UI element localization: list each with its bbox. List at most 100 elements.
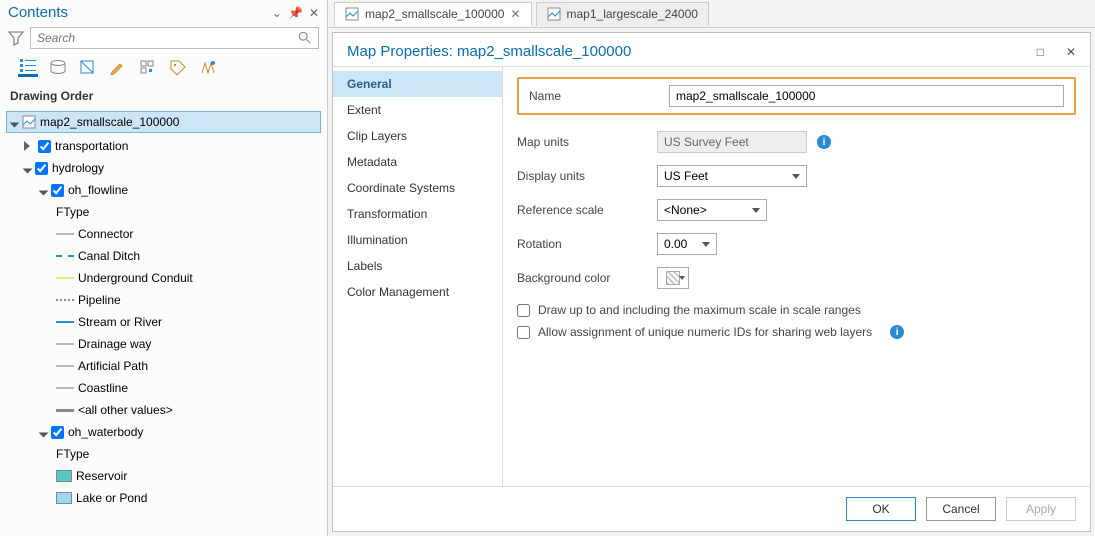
draw-max-scale-checkbox[interactable] [517,304,530,317]
map-units-label: Map units [517,135,657,149]
search-icon[interactable] [298,31,312,45]
reference-scale-select[interactable]: <None> [657,199,767,221]
dialog-nav: General Extent Clip Layers Metadata Coor… [333,67,503,486]
nav-labels[interactable]: Labels [333,253,502,279]
background-color-picker[interactable] [657,267,689,289]
tree-symbol-item[interactable]: <all other values> [4,399,323,421]
close-icon[interactable]: ✕ [1066,45,1076,59]
layer-label: oh_waterbody [68,425,143,439]
drawing-order-heading: Drawing Order [0,85,327,107]
layer-visibility-checkbox[interactable] [35,162,48,175]
display-units-label: Display units [517,169,657,183]
map-properties-dialog: Map Properties: map2_smallscale_100000 □… [332,32,1091,532]
list-by-editing-icon[interactable] [108,57,128,77]
nav-clip-layers[interactable]: Clip Layers [333,123,502,149]
nav-transformation[interactable]: Transformation [333,201,502,227]
symbol-label: Coastline [78,381,128,395]
tree-symbol-item[interactable]: Canal Ditch [4,245,323,267]
tree-symbol-item[interactable]: Coastline [4,377,323,399]
layer-visibility-checkbox[interactable] [38,140,51,153]
layer-tree: map2_smallscale_100000 transportation hy… [0,107,327,536]
contents-title: Contents [8,4,68,21]
tree-symbol-item[interactable]: Underground Conduit [4,267,323,289]
background-color-label: Background color [517,271,657,285]
filter-icon[interactable] [8,30,24,46]
dialog-form: Name Map units US Survey Feet i Display … [503,67,1090,486]
close-icon[interactable]: ✕ [309,6,319,20]
tree-ftype-heading: FType [4,201,323,223]
tab-label: map1_largescale_24000 [567,7,698,21]
tab-label: map2_smallscale_100000 [365,7,504,21]
map-icon [345,7,359,21]
rotation-input[interactable]: 0.00 [657,233,717,255]
info-icon[interactable]: i [890,325,904,339]
ftype-label: FType [56,205,89,219]
tree-ftype-heading: FType [4,443,323,465]
tree-symbol-item[interactable]: Connector [4,223,323,245]
search-input[interactable] [37,31,298,45]
maximize-icon[interactable]: □ [1037,45,1044,59]
map-tab[interactable]: map1_largescale_24000 [536,2,709,26]
name-input[interactable] [669,85,1064,107]
symbol-label: <all other values> [78,403,173,417]
reference-scale-label: Reference scale [517,203,657,217]
nav-coordinate-systems[interactable]: Coordinate Systems [333,175,502,201]
map-icon [22,115,36,129]
ok-button[interactable]: OK [846,497,916,521]
draw-max-scale-label: Draw up to and including the maximum sca… [538,303,861,317]
symbol-label: Stream or River [78,315,162,329]
symbol-label: Drainage way [78,337,151,351]
nav-illumination[interactable]: Illumination [333,227,502,253]
nav-color-management[interactable]: Color Management [333,279,502,305]
dialog-title: Map Properties: map2_smallscale_100000 [347,43,631,60]
tree-map-node[interactable]: map2_smallscale_100000 [6,111,321,133]
nav-extent[interactable]: Extent [333,97,502,123]
symbol-label: Artificial Path [78,359,148,373]
cancel-button[interactable]: Cancel [926,497,996,521]
name-highlight-box: Name [517,77,1076,115]
symbol-label: Pipeline [78,293,121,307]
symbol-label: Canal Ditch [78,249,140,263]
map-tab[interactable]: map2_smallscale_100000 ✕ [334,2,532,26]
tree-symbol-item[interactable]: Pipeline [4,289,323,311]
apply-button[interactable]: Apply [1006,497,1076,521]
search-box[interactable] [30,27,319,49]
tree-symbol-item[interactable]: Lake or Pond [4,487,323,509]
allow-numeric-ids-label: Allow assignment of unique numeric IDs f… [538,325,872,339]
tree-layer-hydrology[interactable]: hydrology [4,157,323,179]
contents-panel: Contents ⌄ 📌 ✕ Drawing Order [0,0,328,536]
dropdown-icon[interactable]: ⌄ [272,6,282,20]
nav-metadata[interactable]: Metadata [333,149,502,175]
list-by-snapping-icon[interactable] [138,57,158,77]
symbol-label: Connector [78,227,133,241]
dialog-footer: OK Cancel Apply [333,486,1090,531]
tree-map-label: map2_smallscale_100000 [40,115,179,129]
layer-visibility-checkbox[interactable] [51,184,64,197]
nav-general[interactable]: General [333,71,502,97]
info-icon[interactable]: i [817,135,831,149]
select-value: 0.00 [664,237,687,251]
select-value: <None> [664,203,707,217]
tree-layer-flowline[interactable]: oh_flowline [4,179,323,201]
contents-window-controls: ⌄ 📌 ✕ [272,6,319,20]
list-by-selection-icon[interactable] [78,57,98,77]
display-units-select[interactable]: US Feet [657,165,807,187]
pin-icon[interactable]: 📌 [288,6,303,20]
tree-layer-transportation[interactable]: transportation [4,135,323,157]
symbol-label: Lake or Pond [76,491,147,505]
tree-layer-waterbody[interactable]: oh_waterbody [4,421,323,443]
map-units-value: US Survey Feet [657,131,807,153]
map-icon [547,7,561,21]
tree-symbol-item[interactable]: Reservoir [4,465,323,487]
list-by-labeling-icon[interactable] [168,57,188,77]
allow-numeric-ids-checkbox[interactable] [517,326,530,339]
list-by-drawing-order-icon[interactable] [18,57,38,77]
list-by-source-icon[interactable] [48,57,68,77]
tree-symbol-item[interactable]: Artificial Path [4,355,323,377]
tab-close-icon[interactable]: ✕ [510,7,520,21]
layer-visibility-checkbox[interactable] [51,426,64,439]
tree-symbol-item[interactable]: Drainage way [4,333,323,355]
list-by-perception-icon[interactable] [198,57,218,77]
tree-symbol-item[interactable]: Stream or River [4,311,323,333]
select-value: US Feet [664,169,708,183]
